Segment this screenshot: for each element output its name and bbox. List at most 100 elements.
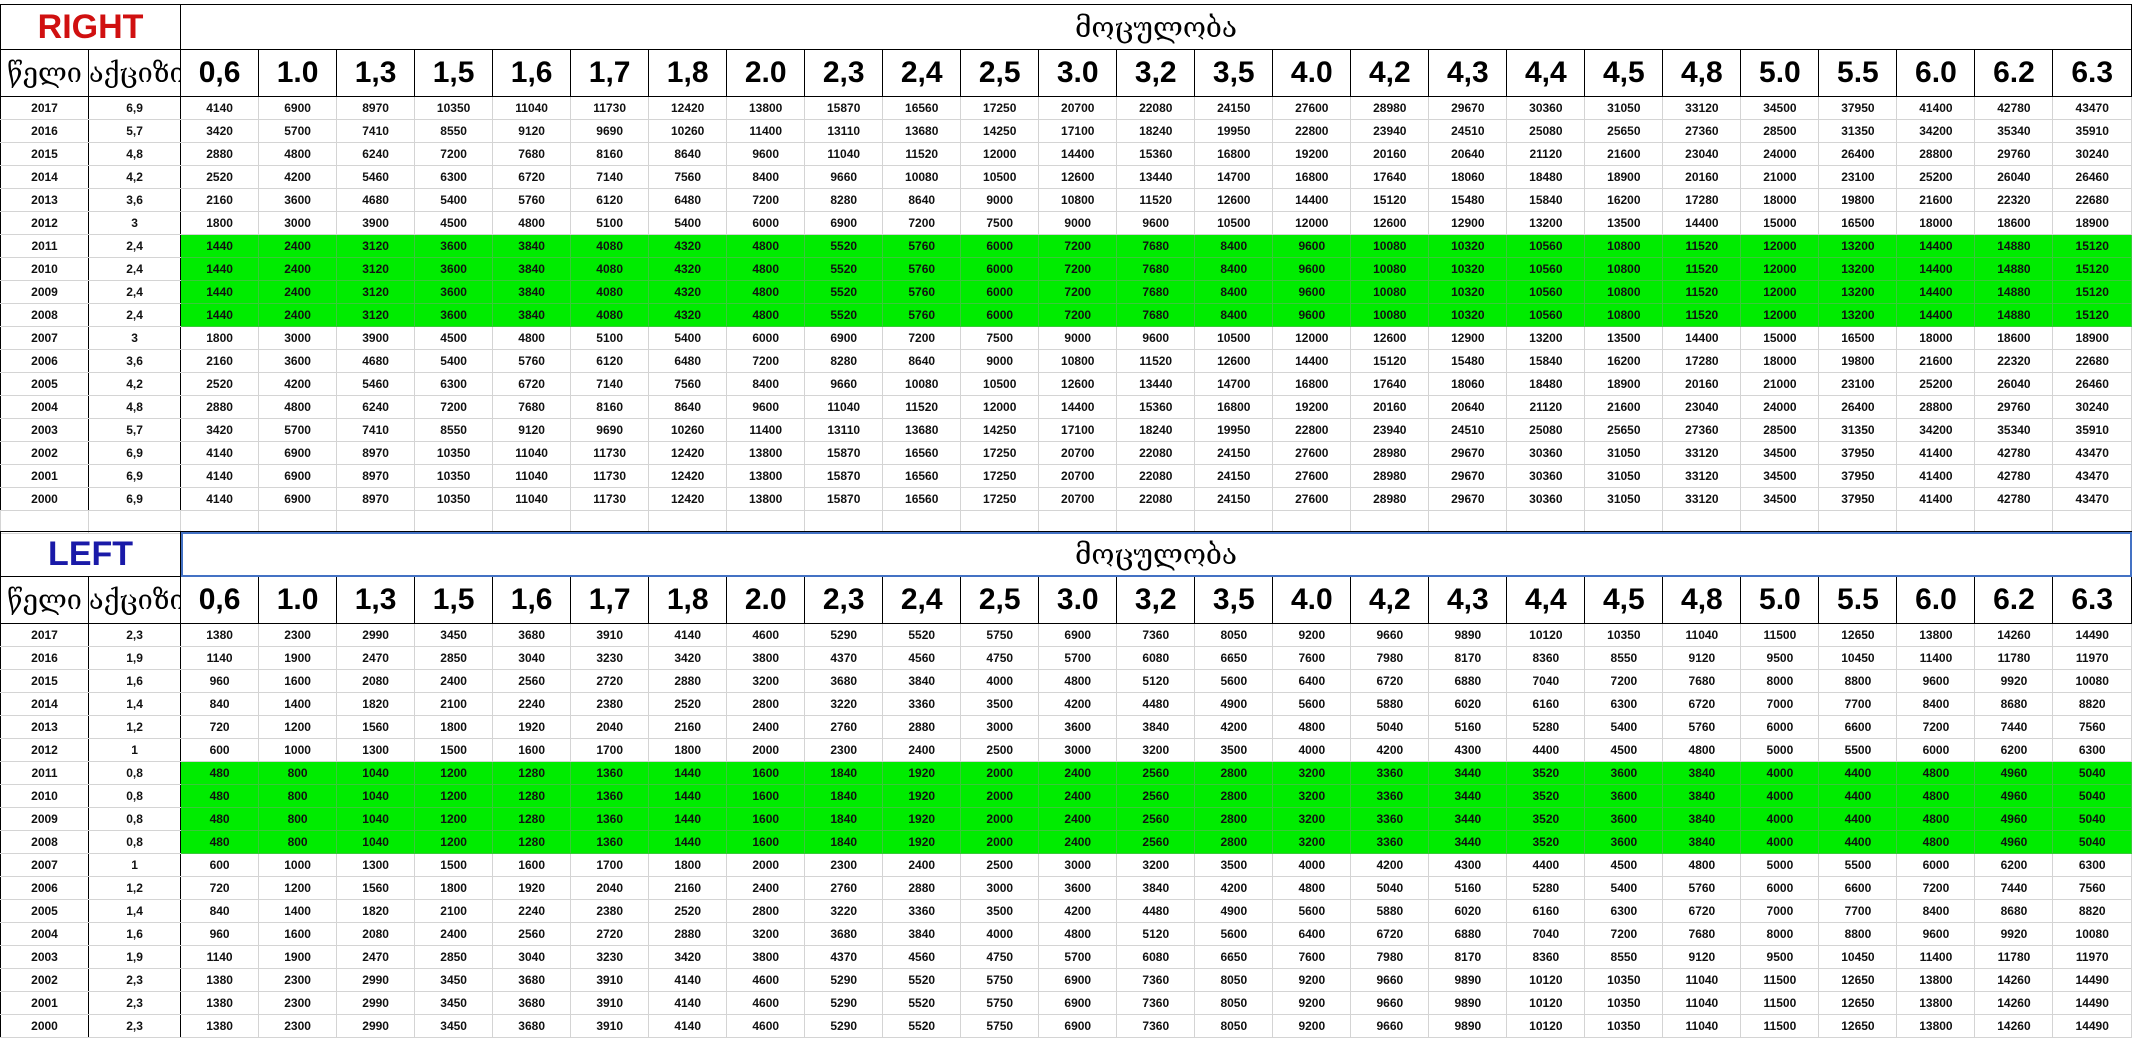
value-cell[interactable]: 1200 <box>414 784 494 808</box>
value-cell[interactable]: 25200 <box>1896 372 1976 396</box>
value-cell[interactable]: 6480 <box>648 188 728 212</box>
value-cell[interactable]: 3200 <box>1116 853 1196 877</box>
value-cell[interactable]: 2560 <box>492 922 572 946</box>
value-cell[interactable]: 7360 <box>1116 991 1196 1015</box>
value-cell[interactable]: 5400 <box>648 211 728 235</box>
value-cell[interactable]: 4800 <box>1272 876 1352 900</box>
excise-cell[interactable]: 3 <box>88 211 182 235</box>
value-cell[interactable]: 3360 <box>882 899 962 923</box>
value-cell[interactable]: 1600 <box>492 738 572 762</box>
value-cell[interactable]: 12000 <box>1740 280 1820 304</box>
value-cell[interactable]: 14400 <box>1662 326 1742 350</box>
value-cell[interactable]: 15120 <box>2052 280 2132 304</box>
value-cell[interactable]: 18900 <box>1584 372 1664 396</box>
value-cell[interactable]: 14490 <box>2052 1014 2132 1038</box>
volume-header[interactable]: 1,8 <box>648 49 728 97</box>
empty-cell[interactable] <box>960 510 1040 534</box>
value-cell[interactable]: 2400 <box>726 876 806 900</box>
value-cell[interactable]: 18480 <box>1506 372 1586 396</box>
volume-header[interactable]: 2,4 <box>882 49 962 97</box>
value-cell[interactable]: 3520 <box>1506 807 1586 831</box>
value-cell[interactable]: 7200 <box>1038 303 1118 327</box>
value-cell[interactable]: 1920 <box>882 830 962 854</box>
value-cell[interactable]: 10800 <box>1584 303 1664 327</box>
value-cell[interactable]: 4750 <box>960 646 1040 670</box>
value-cell[interactable]: 1280 <box>492 830 572 854</box>
value-cell[interactable]: 12420 <box>648 464 728 488</box>
value-cell[interactable]: 7680 <box>1116 257 1196 281</box>
value-cell[interactable]: 1600 <box>726 761 806 785</box>
value-cell[interactable]: 10080 <box>2052 922 2132 946</box>
value-cell[interactable]: 11400 <box>1896 945 1976 969</box>
value-cell[interactable]: 5760 <box>882 257 962 281</box>
value-cell[interactable]: 8050 <box>1194 623 1274 647</box>
value-cell[interactable]: 18000 <box>1896 211 1976 235</box>
value-cell[interactable]: 8550 <box>1584 646 1664 670</box>
value-cell[interactable]: 31350 <box>1818 418 1898 442</box>
value-cell[interactable]: 4140 <box>648 968 728 992</box>
value-cell[interactable]: 4320 <box>648 234 728 258</box>
value-cell[interactable]: 25650 <box>1584 119 1664 143</box>
value-cell[interactable]: 18900 <box>1584 165 1664 189</box>
value-cell[interactable]: 8400 <box>1896 899 1976 923</box>
value-cell[interactable]: 34500 <box>1740 96 1820 120</box>
excise-cell[interactable]: 1,4 <box>88 899 182 923</box>
value-cell[interactable]: 10350 <box>1584 991 1664 1015</box>
value-cell[interactable]: 1920 <box>492 715 572 739</box>
value-cell[interactable]: 31050 <box>1584 96 1664 120</box>
volume-header[interactable]: 3,2 <box>1116 49 1196 97</box>
value-cell[interactable]: 960 <box>180 669 260 693</box>
value-cell[interactable]: 15480 <box>1428 188 1508 212</box>
value-cell[interactable]: 6000 <box>960 303 1040 327</box>
value-cell[interactable]: 15120 <box>1350 349 1430 373</box>
value-cell[interactable]: 7410 <box>336 119 416 143</box>
value-cell[interactable]: 12600 <box>1038 372 1118 396</box>
value-cell[interactable]: 26040 <box>1974 372 2054 396</box>
value-cell[interactable]: 2800 <box>1194 830 1274 854</box>
value-cell[interactable]: 5100 <box>570 326 650 350</box>
value-cell[interactable]: 9600 <box>1896 669 1976 693</box>
value-cell[interactable]: 4200 <box>1194 715 1274 739</box>
value-cell[interactable]: 7140 <box>570 165 650 189</box>
value-cell[interactable]: 11780 <box>1974 945 2054 969</box>
value-cell[interactable]: 42780 <box>1974 441 2054 465</box>
value-cell[interactable]: 7600 <box>1272 945 1352 969</box>
value-cell[interactable]: 22080 <box>1116 96 1196 120</box>
value-cell[interactable]: 5750 <box>960 991 1040 1015</box>
value-cell[interactable]: 25200 <box>1896 165 1976 189</box>
value-cell[interactable]: 4000 <box>960 922 1040 946</box>
value-cell[interactable]: 6000 <box>1896 738 1976 762</box>
value-cell[interactable]: 13200 <box>1818 257 1898 281</box>
value-cell[interactable]: 4800 <box>258 142 338 166</box>
value-cell[interactable]: 3440 <box>1428 761 1508 785</box>
value-cell[interactable]: 3000 <box>258 211 338 235</box>
value-cell[interactable]: 17640 <box>1350 372 1430 396</box>
value-cell[interactable]: 4560 <box>882 945 962 969</box>
value-cell[interactable]: 6650 <box>1194 646 1274 670</box>
value-cell[interactable]: 5600 <box>1194 669 1274 693</box>
value-cell[interactable]: 3040 <box>492 945 572 969</box>
value-cell[interactable]: 2850 <box>414 945 494 969</box>
value-cell[interactable]: 4900 <box>1194 692 1274 716</box>
value-cell[interactable]: 8170 <box>1428 945 1508 969</box>
value-cell[interactable]: 4480 <box>1116 692 1196 716</box>
value-cell[interactable]: 16500 <box>1818 211 1898 235</box>
value-cell[interactable]: 20160 <box>1662 165 1742 189</box>
value-cell[interactable]: 1440 <box>180 303 260 327</box>
value-cell[interactable]: 480 <box>180 830 260 854</box>
value-cell[interactable]: 5520 <box>882 1014 962 1038</box>
value-cell[interactable]: 11040 <box>1662 623 1742 647</box>
year-cell[interactable]: 2004 <box>0 395 90 419</box>
value-cell[interactable]: 8680 <box>1974 692 2054 716</box>
value-cell[interactable]: 3120 <box>336 257 416 281</box>
value-cell[interactable]: 2080 <box>336 922 416 946</box>
value-cell[interactable]: 4300 <box>1428 853 1508 877</box>
value-cell[interactable]: 17250 <box>960 96 1040 120</box>
value-cell[interactable]: 5760 <box>492 349 572 373</box>
value-cell[interactable]: 11520 <box>882 142 962 166</box>
value-cell[interactable]: 10500 <box>960 165 1040 189</box>
volume-header[interactable]: 2,4 <box>882 576 962 624</box>
value-cell[interactable]: 27600 <box>1272 441 1352 465</box>
value-cell[interactable]: 1440 <box>180 257 260 281</box>
volume-header[interactable]: 1,5 <box>414 49 494 97</box>
